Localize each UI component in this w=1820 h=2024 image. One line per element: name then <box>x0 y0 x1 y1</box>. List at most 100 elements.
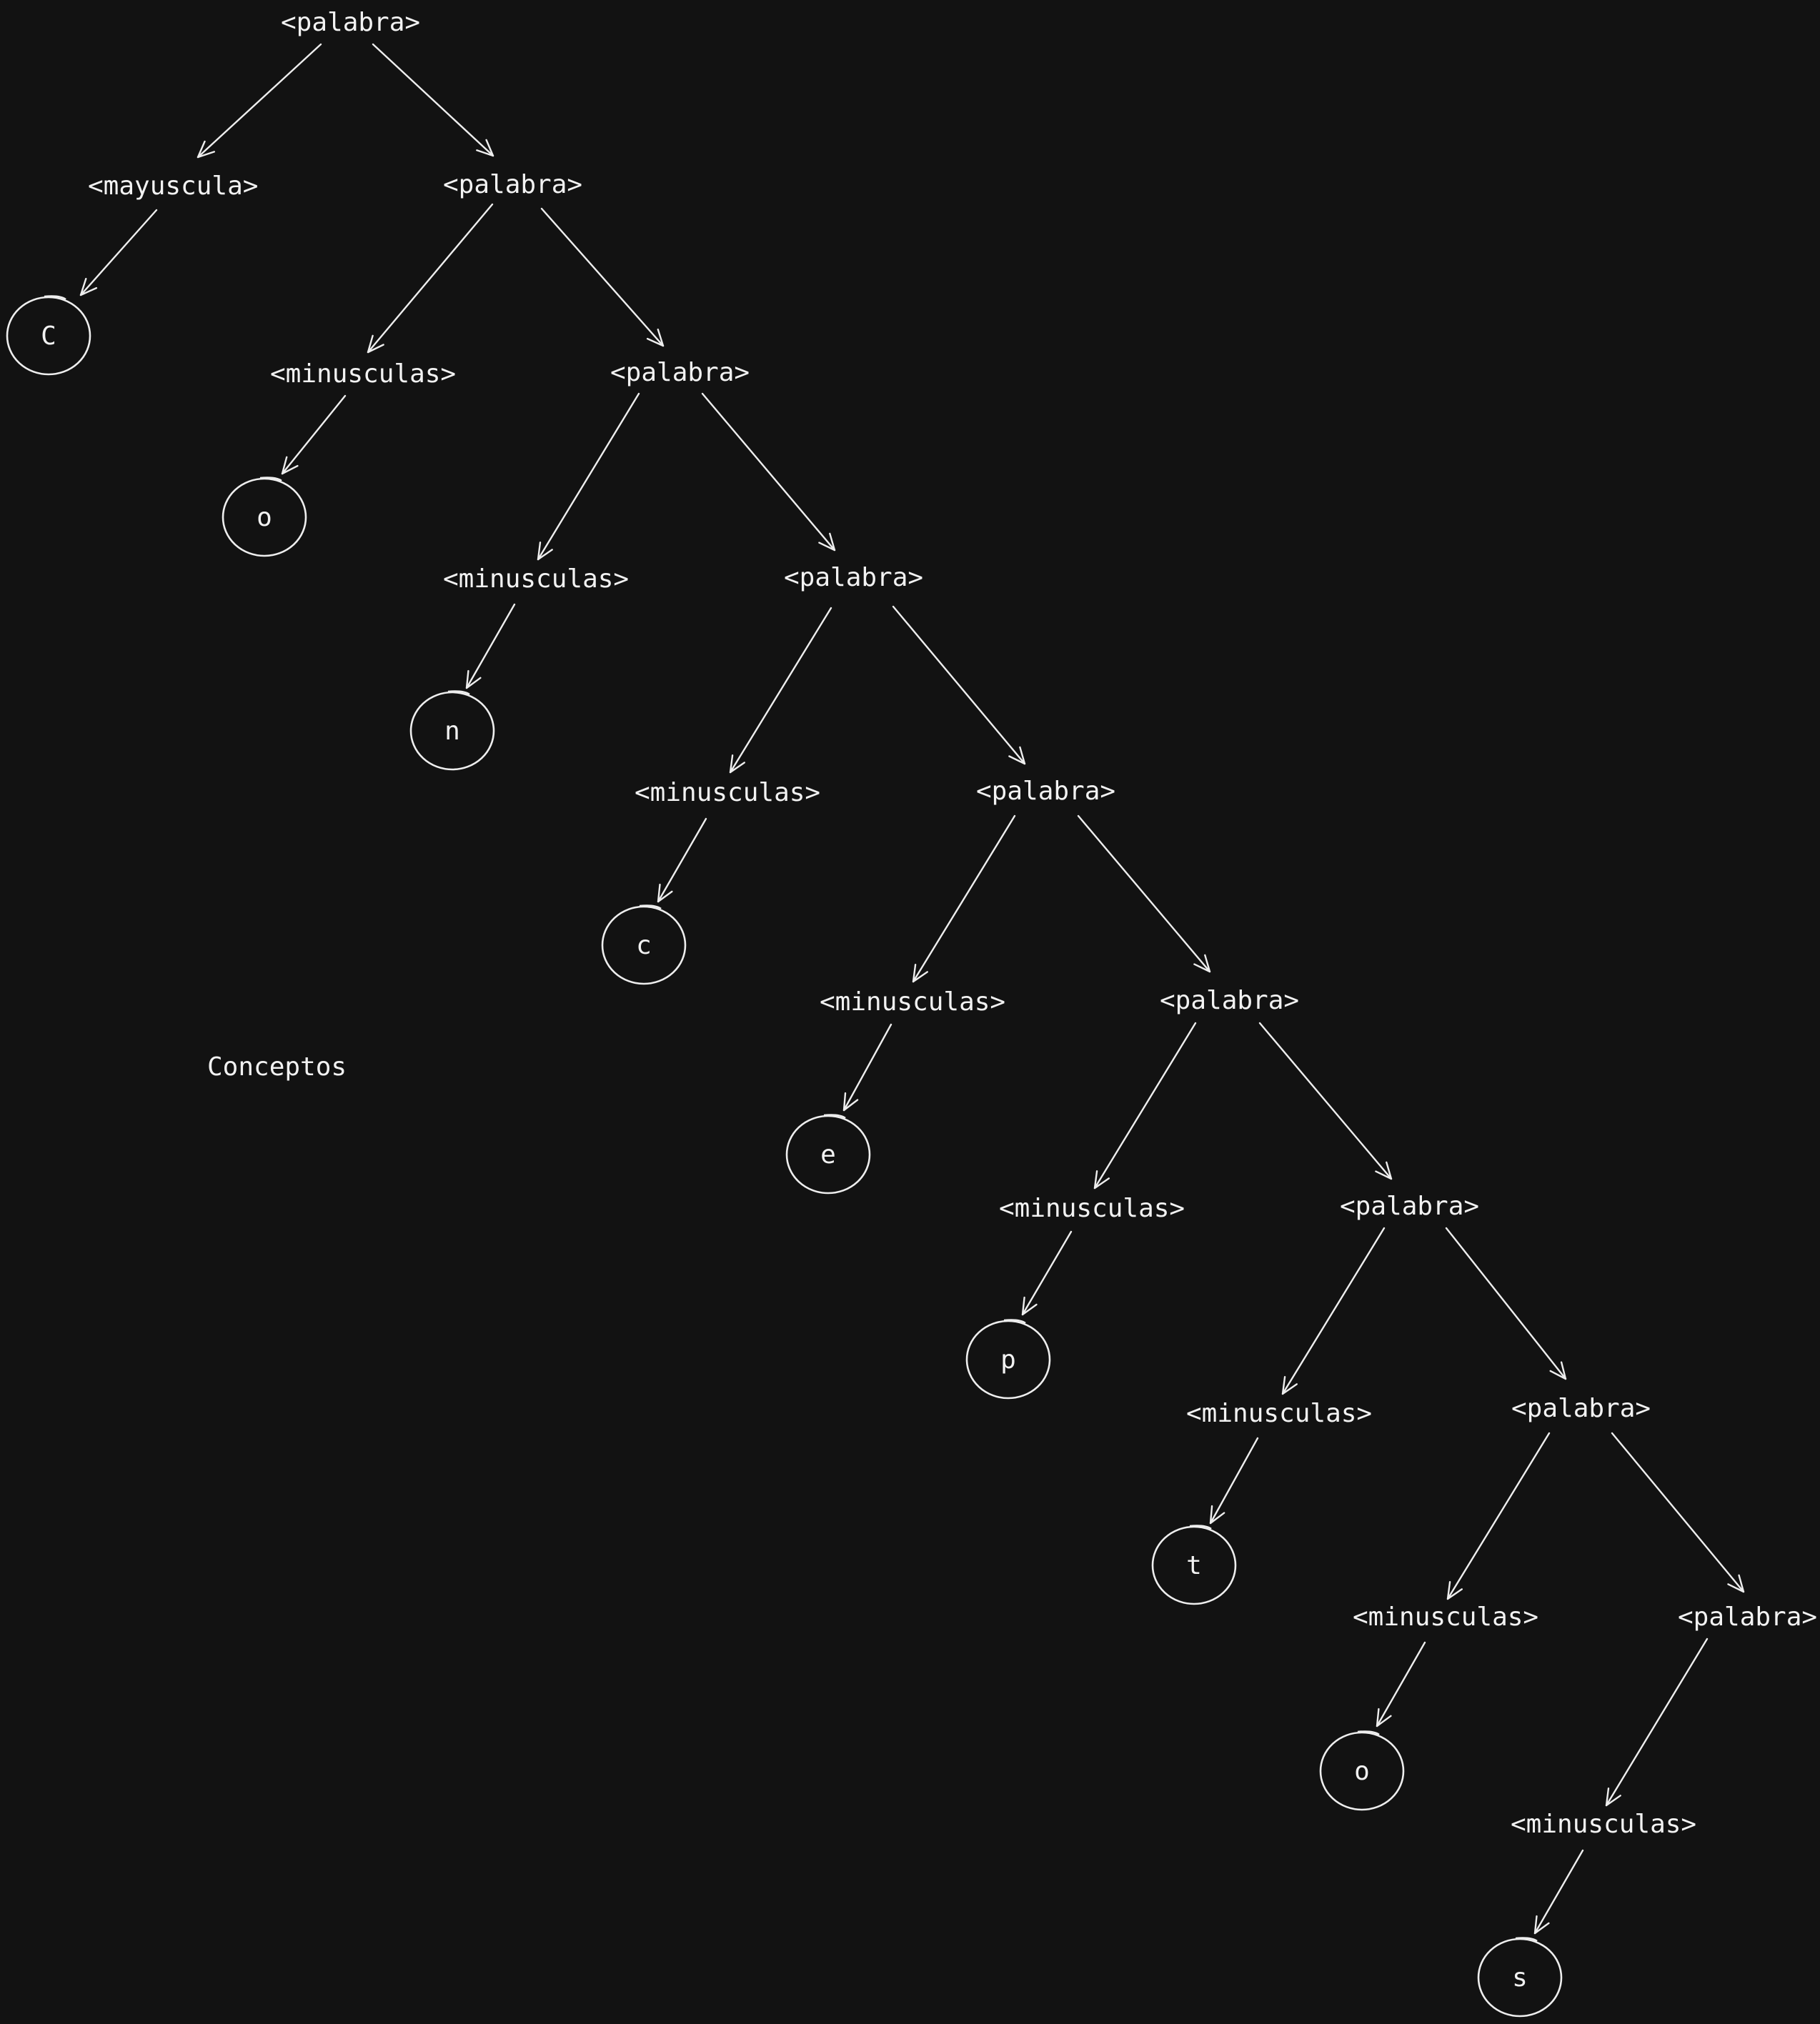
node-minusculas-label: <minusculas> <box>1186 1399 1372 1428</box>
leaf-circle <box>1151 1525 1237 1605</box>
leaf-circle-sketch <box>447 690 470 696</box>
edge-line <box>465 603 516 689</box>
edge-line <box>892 605 1026 765</box>
leaf-letter: t <box>1186 1551 1202 1580</box>
edge-p6-p7 <box>1258 1022 1393 1180</box>
leaf-letter: n <box>444 717 460 746</box>
leaf-circle <box>601 905 687 985</box>
edge-p4-m3 <box>729 607 832 774</box>
arrowhead <box>646 328 665 347</box>
edge-p3-m2 <box>537 392 640 561</box>
arrowhead <box>476 139 494 157</box>
node-palabra-label: <palabra> <box>784 563 923 592</box>
leaf-circle-sketch <box>259 477 282 482</box>
edge-line <box>657 817 707 903</box>
edge-m3-lc <box>657 817 707 903</box>
arrowhead <box>657 883 673 903</box>
note-conceptos: Conceptos <box>207 1052 347 1082</box>
arrowhead <box>1605 1788 1621 1807</box>
leaf-circle <box>965 1320 1051 1400</box>
edge-p8-m7 <box>1446 1432 1551 1600</box>
leaves-layer: Co n c e p t o s <box>6 295 1563 2018</box>
edge-p7-p8 <box>1445 1227 1567 1380</box>
arrowhead <box>1281 1376 1298 1395</box>
leaf-circle <box>1319 1731 1405 1811</box>
edge-p8-p9 <box>1611 1432 1745 1593</box>
edge-line <box>1281 1227 1386 1395</box>
node-palabra-label: <palabra> <box>1511 1394 1651 1423</box>
edge-p2-p3 <box>540 207 665 347</box>
edge-line <box>367 203 494 354</box>
leaf-node: n <box>409 690 495 771</box>
node-minusculas-label: <minusculas> <box>820 987 1005 1017</box>
arrowhead <box>1549 1361 1567 1380</box>
leaf-node: e <box>785 1114 871 1195</box>
edge-m6-lt <box>1209 1437 1259 1525</box>
edge-line <box>912 814 1016 983</box>
edge-m4-le <box>842 1023 892 1112</box>
arrowhead <box>465 669 482 689</box>
edge-p1-may <box>197 43 322 159</box>
edge-m2-ln <box>465 603 516 689</box>
edge-p5-m4 <box>912 814 1016 983</box>
arrowhead <box>842 1092 859 1112</box>
edge-line <box>729 607 832 774</box>
edge-line <box>1093 1022 1197 1190</box>
leaf-node: s <box>1477 1937 1563 2018</box>
edge-line <box>1533 1849 1584 1935</box>
node-palabra-label: <palabra> <box>610 358 750 387</box>
edge-line <box>1445 1227 1567 1380</box>
edges-layer <box>79 43 1745 1935</box>
arrowhead <box>281 456 299 475</box>
edge-m1-lo1 <box>281 394 347 475</box>
arrowhead <box>1375 1161 1393 1180</box>
leaf-node: o <box>1319 1730 1405 1811</box>
arrowhead <box>1727 1574 1745 1593</box>
node-minusculas-label: <minusculas> <box>999 1194 1185 1223</box>
node-palabra-label: <palabra> <box>976 777 1115 806</box>
arrowhead <box>79 277 98 296</box>
leaf-circle-sketch <box>44 295 66 301</box>
arrowhead <box>367 334 384 354</box>
edge-line <box>1021 1230 1073 1316</box>
arrowhead <box>1533 1915 1550 1935</box>
edge-p4-p5 <box>892 605 1026 765</box>
leaf-letter: e <box>820 1140 836 1170</box>
leaf-circle <box>785 1115 871 1195</box>
arrowhead <box>1008 746 1026 765</box>
edge-m5-lp <box>1021 1230 1073 1316</box>
edge-line <box>1376 1641 1426 1728</box>
leaf-letter: p <box>1000 1345 1016 1375</box>
leaf-letter: C <box>41 321 56 351</box>
edge-line <box>1258 1022 1393 1180</box>
arrowhead <box>197 140 215 159</box>
node-palabra-label: <palabra> <box>1160 986 1299 1015</box>
edge-line <box>1605 1637 1709 1807</box>
leaf-letter: o <box>1354 1757 1370 1786</box>
leaf-circle <box>6 296 91 376</box>
leaf-circle <box>409 691 495 771</box>
leaf-circle-sketch <box>1003 1319 1026 1325</box>
node-minusculas-label: <minusculas> <box>1353 1602 1538 1632</box>
node-palabra-label: <palabra> <box>281 8 420 37</box>
arrowhead <box>1021 1296 1038 1316</box>
edge-m7-lo2 <box>1376 1641 1426 1728</box>
arrowhead <box>729 754 745 774</box>
leaf-circle-sketch <box>639 904 662 910</box>
leaf-circle-sketch <box>1189 1525 1212 1530</box>
arrowhead <box>1446 1581 1463 1600</box>
node-minusculas-label: <minusculas> <box>443 564 629 594</box>
leaf-circle <box>222 477 307 557</box>
arrowhead <box>1193 954 1211 973</box>
node-palabra-label: <palabra> <box>1340 1192 1479 1221</box>
edge-p7-m6 <box>1281 1227 1386 1395</box>
edge-may-lC <box>79 209 158 296</box>
leaf-circle-sketch <box>823 1114 846 1120</box>
edge-line <box>1209 1437 1259 1525</box>
leaf-circle-sketch <box>1515 1937 1538 1943</box>
leaf-circle-sketch <box>1357 1730 1380 1736</box>
node-mayuscula-label: <mayuscula> <box>88 171 258 201</box>
arrowhead <box>1209 1505 1225 1525</box>
leaf-circle <box>1477 1938 1563 2018</box>
